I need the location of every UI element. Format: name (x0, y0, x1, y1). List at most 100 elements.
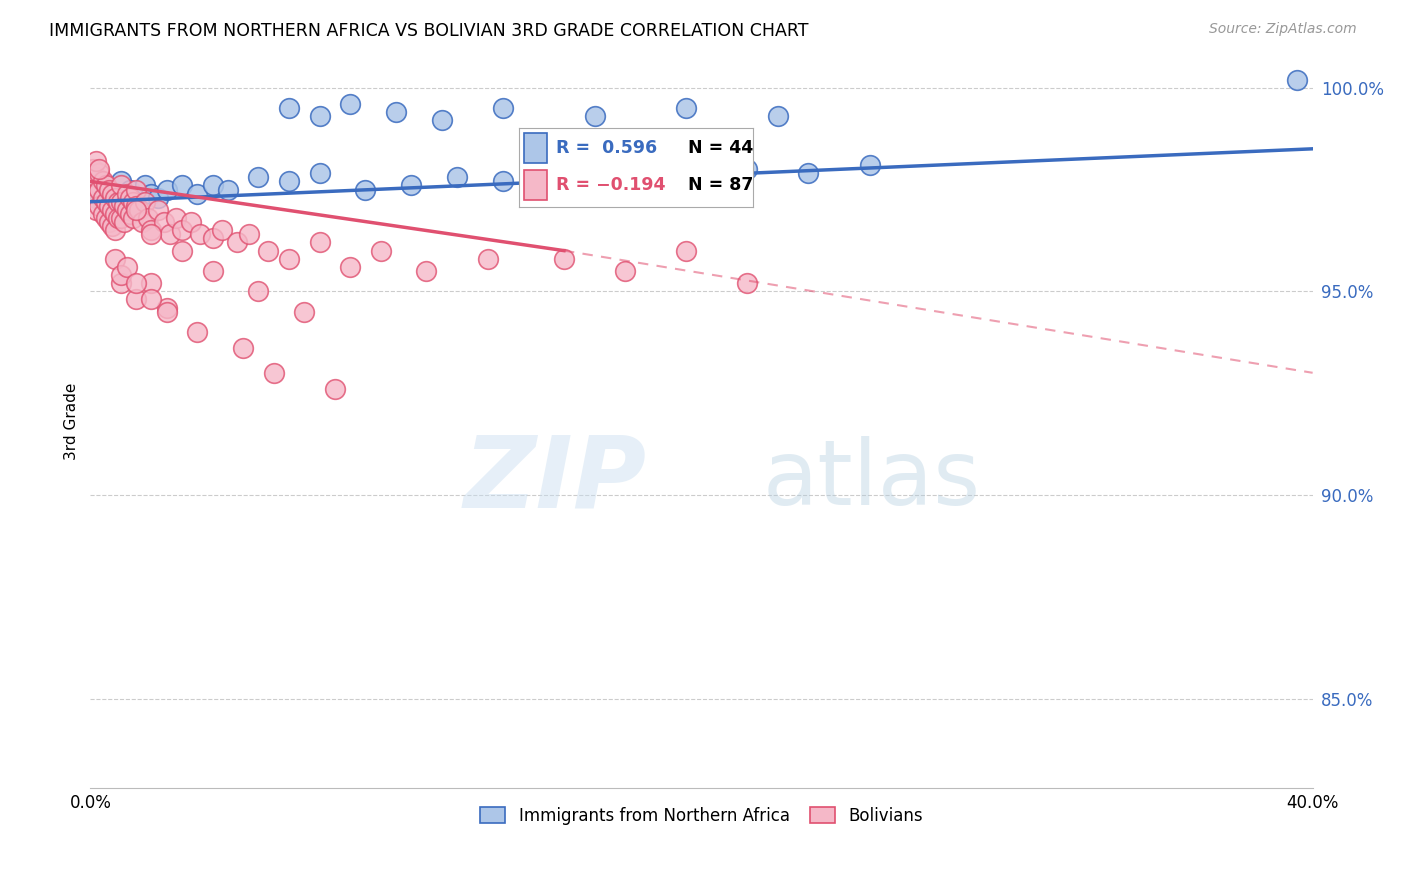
Point (201, 264, 224, 278)
Point (91, 207, 114, 221)
Text: atlas: atlas (762, 436, 981, 524)
Bar (523, 170, 547, 201)
Point (94, 182, 117, 196)
Point (125, 182, 148, 196)
Point (97, 199, 120, 213)
Point (238, 227, 260, 242)
Point (125, 276, 148, 290)
Point (82, 182, 104, 196)
Point (370, 244, 392, 258)
Text: R =  0.596: R = 0.596 (557, 139, 658, 157)
Point (115, 260, 138, 274)
Point (156, 301, 179, 315)
Point (91, 191, 114, 205)
Point (766, 109, 789, 123)
Point (89, 166, 111, 180)
Point (737, 162, 759, 177)
Point (100, 186, 122, 201)
Point (553, 166, 575, 180)
Point (122, 194, 145, 209)
Point (94, 178, 117, 193)
Point (118, 207, 141, 221)
Point (553, 252, 575, 266)
Point (94, 211, 117, 225)
Point (97, 182, 120, 196)
Point (170, 244, 193, 258)
Point (430, 113, 453, 128)
Point (201, 231, 224, 245)
Text: R = −0.194: R = −0.194 (557, 177, 666, 194)
Point (94, 194, 117, 209)
Point (86, 202, 108, 217)
Point (141, 186, 163, 201)
Point (82, 178, 104, 193)
Point (146, 202, 169, 217)
Point (89, 178, 111, 193)
Point (217, 182, 239, 196)
Point (308, 235, 330, 250)
Point (399, 178, 422, 193)
Point (614, 264, 637, 278)
Point (91, 174, 114, 188)
Point (278, 101, 301, 115)
Point (292, 304, 315, 318)
Point (354, 182, 377, 196)
Point (308, 109, 330, 123)
Point (339, 260, 361, 274)
Point (110, 211, 132, 225)
Point (211, 223, 233, 237)
Point (278, 174, 301, 188)
Point (141, 223, 163, 237)
Point (737, 276, 759, 290)
Point (118, 191, 141, 205)
Point (86, 186, 108, 201)
Text: Source: ZipAtlas.com: Source: ZipAtlas.com (1209, 22, 1357, 37)
Point (339, 97, 361, 112)
Point (385, 105, 408, 120)
Point (675, 101, 697, 115)
Point (141, 293, 163, 307)
Text: IMMIGRANTS FROM NORTHERN AFRICA VS BOLIVIAN 3RD GRADE CORRELATION CHART: IMMIGRANTS FROM NORTHERN AFRICA VS BOLIV… (49, 22, 808, 40)
Point (125, 194, 148, 209)
Point (446, 170, 468, 185)
Point (226, 235, 249, 250)
Point (308, 166, 330, 180)
Point (186, 186, 208, 201)
Point (170, 223, 193, 237)
Point (97, 215, 120, 229)
Point (112, 215, 135, 229)
Point (115, 191, 138, 205)
Point (477, 252, 499, 266)
Point (134, 178, 156, 193)
Point (201, 178, 224, 193)
Point (115, 186, 138, 201)
Bar (523, 133, 547, 163)
Point (110, 174, 132, 188)
Point (82, 162, 104, 177)
Point (110, 268, 132, 282)
Point (256, 244, 278, 258)
Point (112, 199, 135, 213)
Point (180, 215, 202, 229)
Point (159, 227, 181, 242)
Point (141, 276, 163, 290)
Legend: Immigrants from Northern Africa, Bolivians: Immigrants from Northern Africa, Bolivia… (474, 800, 929, 831)
Point (858, 158, 880, 172)
Point (104, 252, 127, 266)
Point (100, 219, 122, 234)
Point (104, 223, 127, 237)
Point (100, 186, 122, 201)
Point (492, 174, 515, 188)
Text: N = 44: N = 44 (688, 139, 754, 157)
Point (86, 154, 108, 169)
Point (247, 170, 270, 185)
Point (110, 194, 132, 209)
Point (675, 170, 697, 185)
Point (141, 227, 163, 242)
Point (415, 264, 437, 278)
Point (104, 199, 127, 213)
Point (170, 178, 193, 193)
Point (110, 276, 132, 290)
Point (86, 191, 108, 205)
Point (125, 202, 148, 217)
